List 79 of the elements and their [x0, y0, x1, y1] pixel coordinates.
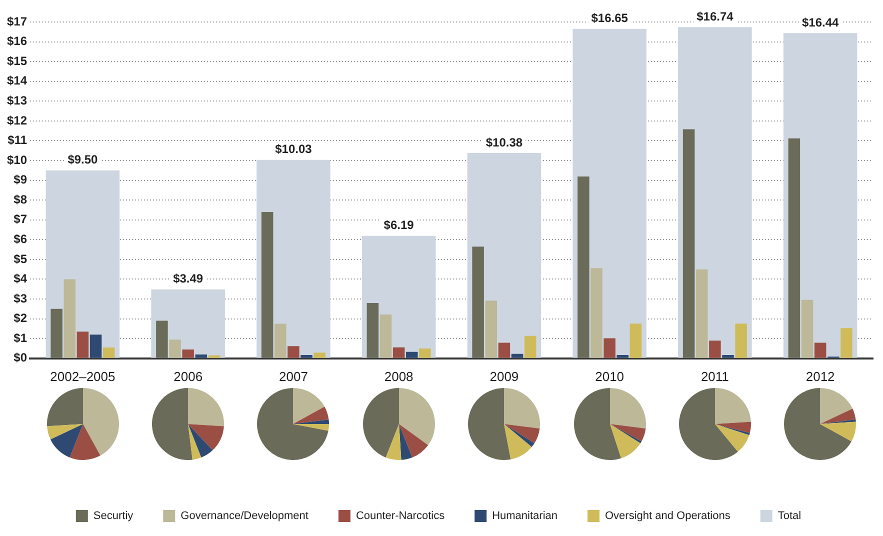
- bar: [524, 336, 536, 358]
- data-label: $9.50: [68, 152, 98, 167]
- x-tick-label: 2009: [490, 368, 519, 384]
- bar: [709, 340, 721, 358]
- data-label: $6.19: [384, 218, 414, 232]
- data-label: $16.65: [591, 11, 628, 26]
- bar: [195, 354, 208, 358]
- x-tick-label: 2007: [278, 368, 308, 384]
- bar: [419, 348, 431, 358]
- y-tick-label: $4: [14, 272, 28, 286]
- bar: [366, 302, 379, 358]
- bar: [696, 269, 708, 358]
- legend-label: Oversight and Operations: [605, 510, 731, 522]
- y-tick-label: $6: [14, 232, 28, 246]
- bar: [274, 324, 286, 358]
- bar: [590, 268, 602, 358]
- data-label: $16.44: [802, 15, 839, 30]
- data-label: $3.49: [173, 272, 204, 286]
- x-tick-label: 2006: [174, 368, 203, 384]
- y-tick-label: $8: [14, 192, 28, 206]
- x-tick-label: 2012: [806, 368, 835, 384]
- bar: [76, 332, 89, 358]
- bar: [630, 324, 642, 358]
- y-tick-label: $5: [14, 252, 28, 266]
- legend-label: Total: [778, 510, 802, 522]
- data-label: $10.03: [275, 142, 312, 156]
- bar: [840, 328, 852, 358]
- bar: [814, 342, 826, 358]
- bar: [511, 354, 524, 358]
- bar: [64, 279, 76, 358]
- bar: [485, 300, 498, 358]
- x-tick-label: 2011: [700, 368, 729, 384]
- bar: [801, 300, 814, 358]
- bar: [208, 355, 220, 358]
- bar: [392, 347, 405, 358]
- y-tick-label: $11: [8, 133, 28, 148]
- y-tick-label: $17: [6, 14, 28, 28]
- legend-label: Securtiy: [93, 510, 134, 522]
- bar: [50, 308, 62, 358]
- data-label: $10.38: [486, 135, 523, 150]
- bar: [604, 338, 616, 358]
- y-tick-label: $3: [14, 291, 28, 306]
- bar: [261, 212, 274, 358]
- y-tick-label: $0: [14, 350, 28, 365]
- bar: [182, 349, 194, 358]
- bar: [735, 324, 747, 358]
- bar: [156, 320, 168, 358]
- bar: [498, 342, 510, 358]
- bar: [102, 348, 115, 358]
- bar: [314, 352, 326, 358]
- legend-label: Governance/Development: [180, 510, 308, 522]
- y-tick-label: $14: [6, 74, 28, 88]
- legend-label: Counter-Narcotics: [356, 510, 446, 522]
- x-tick-label: 2002–2005: [50, 368, 116, 384]
- bar: [300, 355, 312, 358]
- bar: [380, 314, 392, 358]
- y-tick-label: $7: [14, 212, 28, 226]
- bar: [90, 334, 102, 358]
- bar: [616, 355, 629, 358]
- bar: [288, 346, 300, 358]
- y-tick-label: $9: [14, 172, 28, 187]
- bar: [722, 355, 734, 358]
- bar: [578, 176, 590, 358]
- bar: [788, 138, 800, 358]
- bar: [406, 352, 418, 358]
- y-tick-label: $16: [6, 34, 28, 48]
- y-tick-label: $2: [14, 311, 28, 326]
- x-tick-label: 2010: [595, 368, 624, 384]
- y-tick-label: $1: [14, 330, 28, 345]
- y-tick-label: $15: [6, 54, 28, 68]
- data-label: $16.74: [696, 9, 734, 24]
- legend-label: Humanitarian: [492, 510, 558, 522]
- y-tick-label: $13: [6, 93, 28, 108]
- bar: [472, 246, 484, 358]
- bar: [169, 340, 181, 358]
- y-tick-label: $10: [6, 152, 28, 167]
- y-tick-label: $12: [6, 113, 28, 128]
- bar: [682, 129, 695, 358]
- x-tick-label: 2008: [384, 368, 414, 384]
